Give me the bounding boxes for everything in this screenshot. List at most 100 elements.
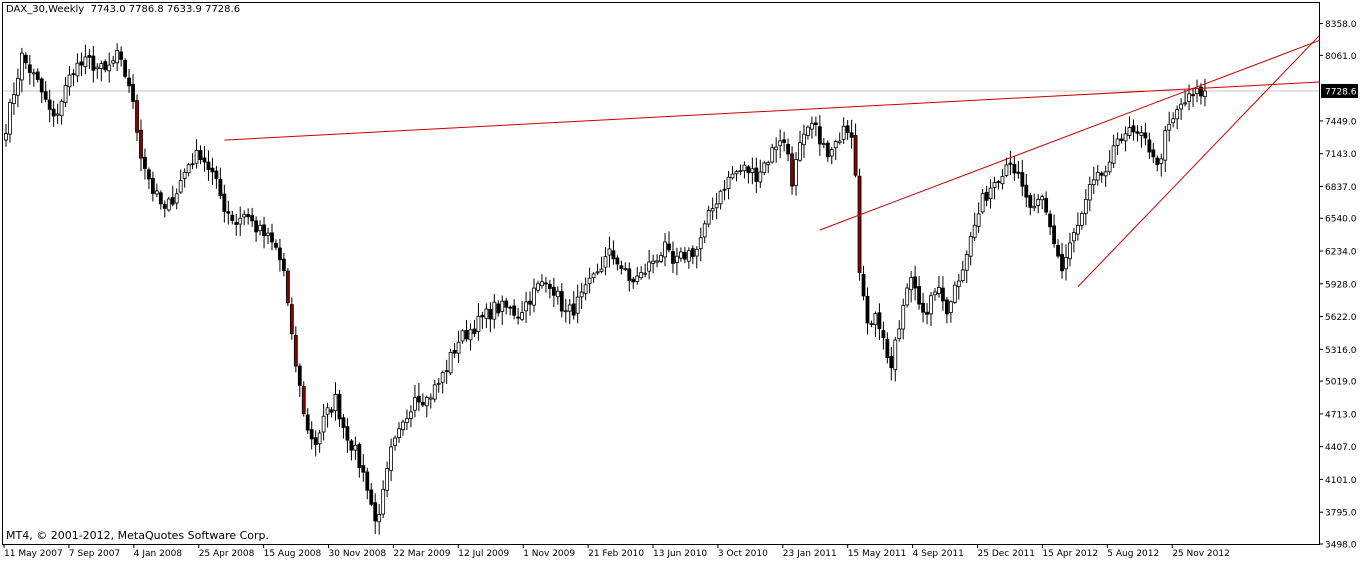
candle — [726, 170, 731, 200]
candle — [87, 48, 92, 70]
candle — [544, 277, 548, 293]
candle — [278, 238, 282, 272]
candle-body — [984, 191, 989, 201]
candle — [1119, 133, 1124, 144]
candle-body — [575, 296, 580, 314]
candle-body — [270, 232, 274, 243]
candle — [663, 233, 667, 267]
candle-body — [1068, 242, 1072, 260]
candle-body — [71, 73, 76, 76]
candle-body — [1131, 125, 1136, 133]
candle-body — [258, 224, 262, 232]
candle — [905, 283, 910, 308]
candle — [480, 311, 485, 329]
candle — [373, 493, 378, 535]
candle-body — [1111, 145, 1116, 164]
candle — [532, 278, 536, 313]
candle-body — [595, 271, 600, 274]
x-tick-label: 15 Aug 2008 — [264, 549, 322, 559]
candle — [1199, 83, 1203, 105]
candle — [325, 402, 330, 428]
candle — [960, 260, 965, 283]
candle — [563, 298, 568, 323]
candle — [361, 454, 366, 482]
candle — [492, 294, 497, 329]
candle-body — [150, 177, 155, 194]
candle — [59, 99, 64, 125]
candle — [984, 185, 989, 207]
candle-body — [1044, 198, 1049, 213]
candle-body — [1143, 132, 1148, 139]
candle — [508, 305, 513, 316]
candle — [786, 138, 790, 162]
candle-body — [877, 312, 882, 330]
candle-body — [929, 295, 933, 315]
candle-body — [1016, 171, 1021, 174]
candle-body — [190, 163, 195, 166]
candle-body — [639, 272, 644, 279]
candle-body — [643, 272, 648, 275]
x-tick-label: 4 Jan 2008 — [134, 549, 182, 559]
candle-body — [686, 250, 691, 262]
candle — [1111, 134, 1116, 168]
candle — [1107, 150, 1112, 175]
candle — [774, 137, 779, 163]
candle-body — [325, 407, 330, 415]
candle — [603, 247, 608, 276]
candle — [738, 164, 743, 176]
candle — [806, 125, 810, 140]
candle — [639, 266, 644, 280]
candle-body — [682, 252, 687, 260]
candle-body — [1072, 232, 1076, 242]
candle-body — [941, 287, 945, 302]
candle-body — [813, 122, 818, 126]
candle-body — [111, 60, 116, 64]
candle — [341, 413, 346, 439]
candle-body — [948, 301, 953, 313]
candle-body — [512, 305, 517, 316]
candle — [1139, 125, 1144, 148]
candle — [1147, 132, 1152, 159]
candle — [682, 247, 687, 264]
candle-body — [194, 149, 199, 164]
candle-body — [1028, 195, 1033, 208]
candle — [643, 263, 648, 278]
candle — [861, 265, 866, 301]
candle — [1020, 159, 1025, 197]
candle-body — [1179, 103, 1184, 110]
candle — [4, 123, 8, 147]
candle — [1048, 210, 1053, 236]
candle-body — [397, 428, 401, 438]
candle-body — [829, 149, 834, 157]
candle-body — [174, 193, 179, 204]
candle-body — [802, 133, 806, 146]
candle — [1040, 194, 1045, 210]
candle-body — [603, 256, 608, 268]
candle-body — [456, 341, 461, 354]
candle-body — [730, 173, 735, 179]
y-tick-label: 6234.0 — [1325, 248, 1357, 258]
candle-body — [671, 251, 675, 264]
candle — [964, 250, 969, 284]
candle — [389, 438, 393, 482]
candle — [8, 98, 12, 143]
candle-body — [528, 300, 532, 305]
candle-body — [849, 132, 854, 138]
candle-body — [416, 395, 421, 403]
candle — [798, 131, 802, 162]
candle — [115, 43, 120, 71]
candle — [397, 422, 401, 443]
candle-body — [861, 273, 866, 297]
candle-body — [23, 54, 28, 64]
candle-body — [917, 286, 921, 305]
candle — [258, 220, 262, 236]
candle — [881, 321, 886, 350]
candle — [627, 262, 632, 292]
candle — [690, 245, 695, 265]
candle-body — [405, 418, 409, 423]
candle — [405, 409, 409, 430]
candle — [512, 299, 517, 320]
candle — [988, 179, 993, 209]
candle — [1131, 119, 1136, 141]
